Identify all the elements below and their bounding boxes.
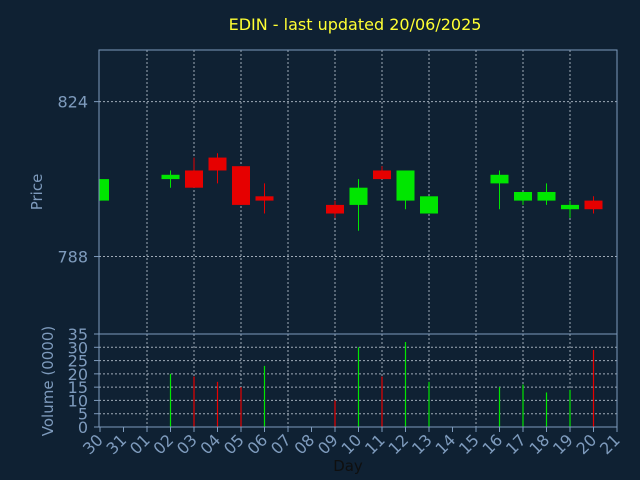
candle-body-18 (537, 192, 556, 201)
volume-tick-label: 35 (68, 325, 88, 344)
volume-tick-label: 30 (68, 338, 88, 357)
price-tick-label: 788 (57, 248, 88, 267)
volume-tick-label: 0 (78, 418, 88, 437)
volume-tick-label: 25 (68, 352, 88, 371)
price-candles (99, 153, 603, 231)
volume-axis-label: Volume (0000) (39, 326, 57, 436)
candle-body-03 (185, 170, 203, 188)
candle-body-13 (420, 196, 438, 214)
candle-body-16 (490, 174, 509, 184)
volume-tick-label: 20 (68, 365, 88, 384)
volume-tick-label: 5 (78, 405, 88, 424)
price-tick-label: 824 (57, 93, 88, 112)
volume-tick-label: 10 (68, 391, 88, 410)
candle-body-09 (326, 204, 344, 214)
price-axis-label: Price (28, 174, 46, 211)
candle-body-04 (208, 157, 227, 171)
candle-body-06 (255, 196, 274, 201)
candle-body-19 (561, 204, 579, 210)
x-axis-label: Day (333, 457, 363, 475)
chart-title: EDIN - last updated 20/06/2025 (229, 15, 482, 34)
candle-body-20 (584, 200, 603, 210)
candle-body-11 (373, 170, 391, 180)
candle-body-10 (349, 187, 368, 205)
volume-bars (169, 341, 595, 427)
candle-body-05 (232, 166, 250, 205)
candle-body-02 (161, 174, 180, 180)
price-y-ticks: 788 824 (57, 93, 99, 267)
candle-body-17 (514, 192, 532, 201)
candle-body-12 (396, 170, 415, 201)
volume-tick-label: 15 (68, 378, 88, 397)
candle-body-30 (99, 179, 109, 201)
